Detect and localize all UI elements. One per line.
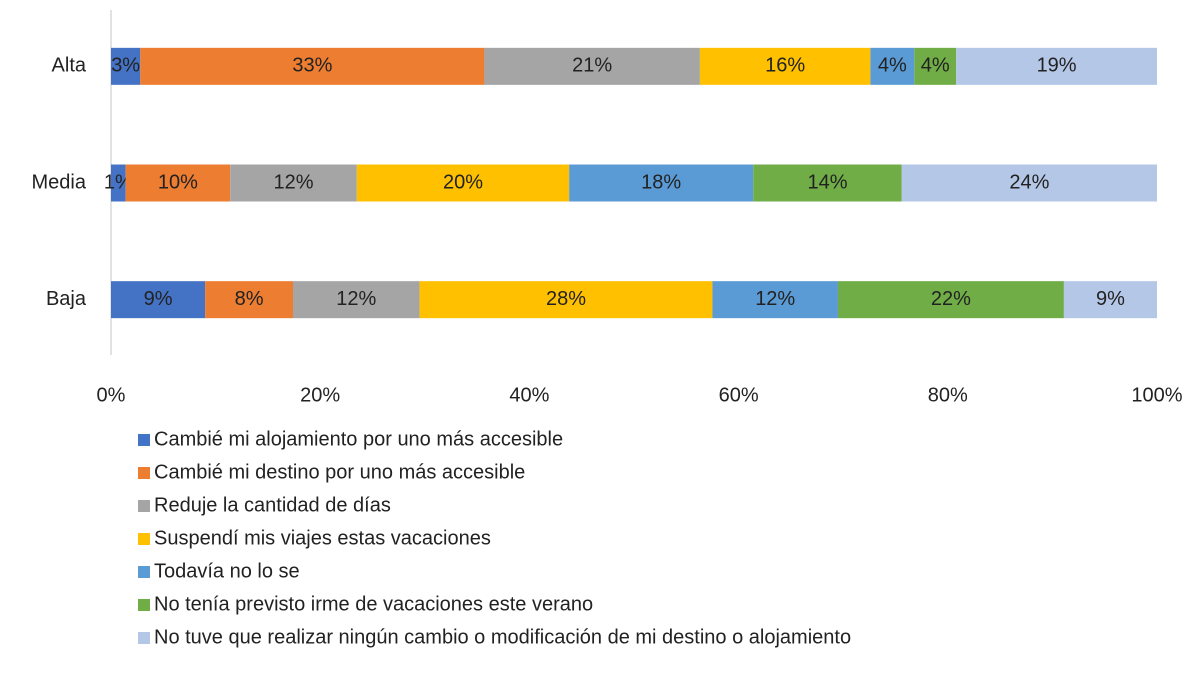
bar-segment [901,164,1157,202]
legend-label: Cambié mi destino por uno más accesible [154,461,525,483]
y-tick-label: Baja [46,288,87,310]
data-label: 4% [921,55,950,77]
bar-segment [111,281,206,319]
data-label: 20% [443,171,483,193]
bar-segment [956,47,1157,85]
bar-segment [230,164,357,202]
bar-segment [111,47,141,85]
bar-segment [914,47,957,85]
legend-swatch [138,434,150,446]
data-label: 33% [292,55,332,77]
bar-segment [205,281,294,319]
bar-segment [753,164,902,202]
bar-segment [837,281,1064,319]
bar-segment [140,47,485,85]
data-label: 3% [111,55,140,77]
data-label: 22% [931,288,971,310]
data-label: 10% [158,171,198,193]
legend-label: Cambié mi alojamiento por uno más accesi… [154,428,563,450]
data-label: 12% [755,288,795,310]
data-label: 19% [1037,55,1077,77]
legend-label: No tenía previsto irme de vacaciones est… [154,593,593,615]
data-label: 28% [546,288,586,310]
bar-segment [1063,281,1157,319]
legend-swatch [138,599,150,611]
legend-swatch [138,500,150,512]
x-tick-label: 40% [509,384,549,406]
legend-label: No tuve que realizar ningún cambio o mod… [154,626,851,648]
bar-segment [111,164,126,202]
x-tick-label: 20% [300,384,340,406]
legend-label: Reduje la cantidad de días [154,494,391,516]
data-label: 8% [235,288,264,310]
bar-segment [870,47,915,85]
data-label: 12% [336,288,376,310]
legend-swatch [138,566,150,578]
bar-segment [356,164,570,202]
x-tick-label: 0% [97,384,126,406]
y-tick-label: Alta [52,55,87,77]
bar-segment [293,281,420,319]
bar-segment [484,47,700,85]
bar-segment [699,47,871,85]
x-tick-label: 100% [1131,384,1182,406]
y-tick-label: Media [32,171,87,193]
data-label: 9% [144,288,173,310]
bar-segment [125,164,231,202]
x-tick-label: 60% [719,384,759,406]
data-label: 9% [1096,288,1125,310]
data-label: 21% [572,55,612,77]
bar-segment [569,164,754,202]
data-label: 4% [878,55,907,77]
legend-swatch [138,467,150,479]
legend-swatch [138,533,150,545]
data-label: 14% [807,171,847,193]
legend-label: Suspendí mis viajes estas vacaciones [154,527,491,549]
x-tick-label: 80% [928,384,968,406]
bar-segment [419,281,713,319]
data-label: 24% [1009,171,1049,193]
legend-swatch [138,632,150,644]
data-label: 12% [274,171,314,193]
legend-label: Todavía no lo se [154,560,300,582]
data-label: 18% [641,171,681,193]
data-label: 16% [765,55,805,77]
bar-segment [712,281,838,319]
